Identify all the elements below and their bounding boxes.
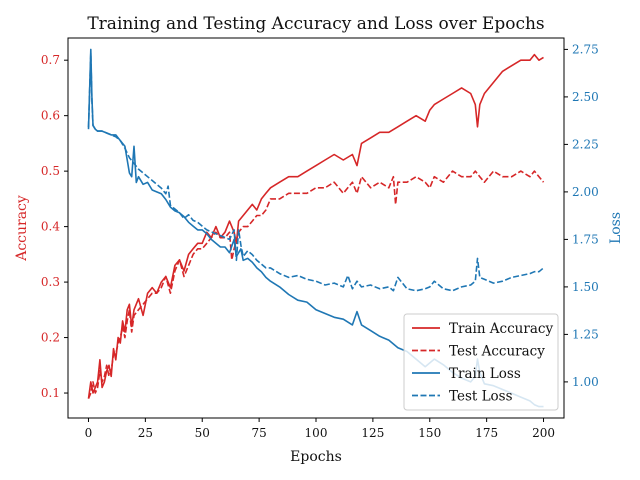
right-y-tick-label: 1.50 bbox=[572, 280, 599, 294]
left-y-tick-label: 0.5 bbox=[41, 164, 60, 178]
legend: Train Accuracy Test Accuracy Train Loss Tes… bbox=[403, 313, 559, 411]
x-tick-label: 100 bbox=[305, 426, 328, 440]
legend-label: Train Loss bbox=[449, 366, 521, 382]
legend-label: Train Accuracy bbox=[449, 321, 553, 337]
x-tick-label: 0 bbox=[85, 426, 93, 440]
right-y-tick-label: 1.25 bbox=[572, 327, 599, 341]
x-tick-label: 125 bbox=[361, 426, 384, 440]
x-tick-label: 50 bbox=[195, 426, 210, 440]
legend-box bbox=[403, 313, 559, 411]
left-y-tick-label: 0.4 bbox=[41, 220, 60, 234]
legend-label: Test Loss bbox=[449, 389, 513, 405]
left-y-tick-label: 0.6 bbox=[41, 109, 60, 123]
right-y-tick-label: 2.75 bbox=[572, 42, 599, 56]
right-y-tick-label: 2.25 bbox=[572, 137, 599, 151]
axes-layer: 0 25 50 75 100 125 150 175 200 0.1 0.2 0.3 0.4 0.5 0.6… bbox=[41, 37, 599, 440]
left-y-tick-label: 0.3 bbox=[41, 275, 60, 289]
left-y-axis-label: Accuracy bbox=[14, 195, 30, 262]
left-y-tick-label: 0.1 bbox=[41, 386, 60, 400]
series-line-test-loss bbox=[87, 52, 545, 292]
right-y-tick-label: 1.00 bbox=[572, 375, 599, 389]
left-y-tick-label: 0.2 bbox=[41, 331, 60, 345]
x-tick-label: 75 bbox=[251, 426, 266, 440]
right-y-tick-label: 2.00 bbox=[572, 185, 599, 199]
chart-title: Training and Testing Accuracy and Loss o… bbox=[87, 14, 544, 34]
x-tick-label: 200 bbox=[532, 426, 555, 440]
right-y-tick-label: 2.50 bbox=[572, 90, 599, 104]
x-tick-label: 175 bbox=[475, 426, 498, 440]
legend-label: Test Accuracy bbox=[449, 344, 545, 360]
right-y-axis-label: Loss bbox=[608, 212, 624, 244]
x-tick-label: 150 bbox=[418, 426, 441, 440]
x-tick-label: 25 bbox=[138, 426, 153, 440]
x-axis-label: Epochs bbox=[290, 449, 342, 465]
left-y-tick-label: 0.7 bbox=[41, 53, 60, 67]
right-y-tick-label: 1.75 bbox=[572, 232, 599, 246]
